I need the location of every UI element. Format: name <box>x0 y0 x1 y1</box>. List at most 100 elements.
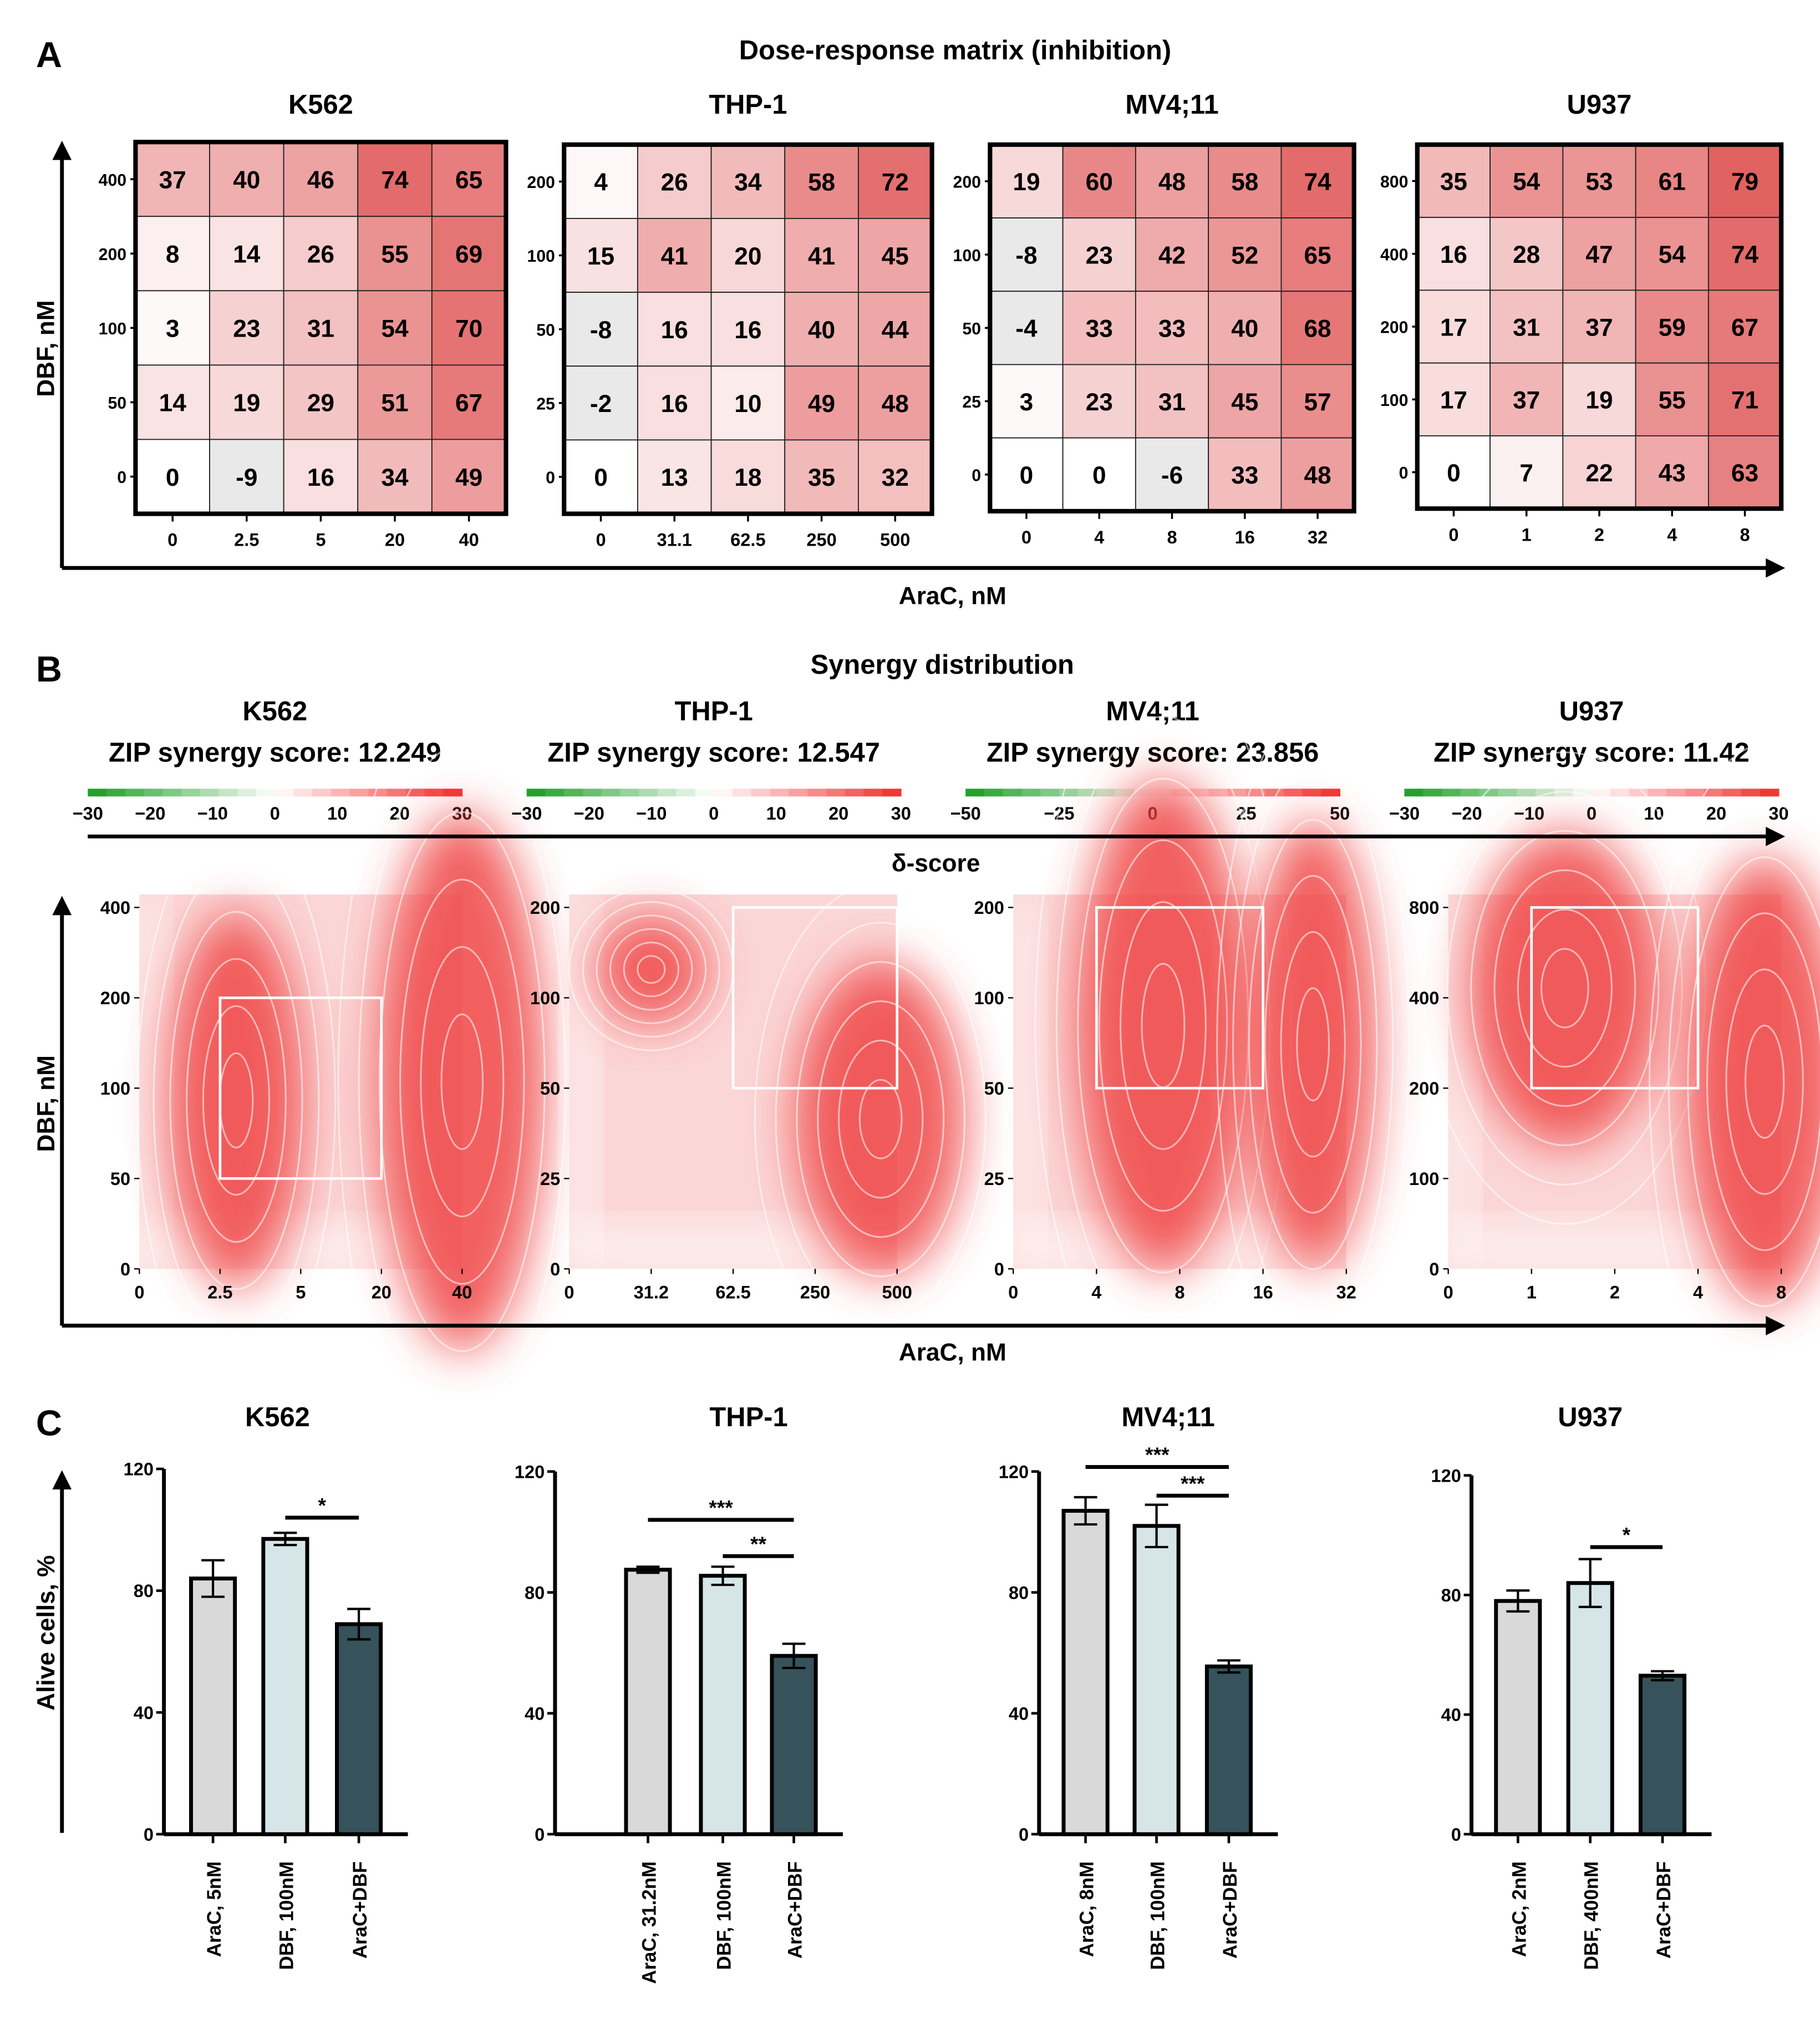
zip-score: ZIP synergy score: 12.547 <box>547 738 880 767</box>
x-tick-label: 8 <box>1740 525 1750 545</box>
heatmap-cell <box>1635 289 1709 364</box>
x-tick-label: 4 <box>1667 525 1677 545</box>
heatmap-cell <box>1280 437 1355 512</box>
y-tick-label: 0 <box>972 466 981 485</box>
heatmap-cell <box>1489 362 1564 436</box>
y-tick-label: 25 <box>536 395 555 413</box>
colorbar-segment <box>984 789 1004 797</box>
cell-value: 19 <box>233 390 260 417</box>
synergy-peak <box>1470 831 1660 1146</box>
panel-a-title: Dose-response matrix (inhibition) <box>739 35 1171 65</box>
colorbar-segment <box>1302 789 1322 797</box>
bar <box>699 1574 747 1837</box>
cell-value: 41 <box>808 243 835 270</box>
category-label: DBF, 400nM <box>1581 1862 1603 1970</box>
contour-line <box>202 1005 271 1196</box>
cell-value: 22 <box>1585 460 1613 487</box>
bar-chart-title: MV4;11 <box>1121 1402 1214 1432</box>
category-label: AraC, 31.2nM <box>638 1862 660 1984</box>
heatmap-cell <box>563 365 638 441</box>
cell-value: 17 <box>1440 387 1467 414</box>
colorbar-segment <box>1517 789 1536 797</box>
cell-value: 71 <box>1731 387 1758 414</box>
cell-value: 40 <box>1231 316 1258 343</box>
heatmap-cell <box>710 292 786 367</box>
colorbar-tick-label: −30 <box>511 804 542 823</box>
y-tick-label: 400 <box>100 898 130 918</box>
heatmap-cell <box>710 439 786 515</box>
y-tick-label: 100 <box>1380 391 1408 410</box>
y-tick-label: 0 <box>546 469 555 487</box>
cell-value: -6 <box>1161 462 1183 489</box>
cell-value: 48 <box>1158 169 1186 196</box>
colorbar-segment <box>1246 789 1266 797</box>
colorbar-segment <box>770 789 790 797</box>
cell-value: 33 <box>1158 316 1186 343</box>
contour-line <box>1517 908 1613 1068</box>
x-tick-label: 0 <box>167 530 177 550</box>
contour-line <box>1745 1024 1785 1139</box>
cell-value: 48 <box>882 390 909 418</box>
colorbar-tick-label: 30 <box>1768 804 1788 823</box>
y-tick-label: 800 <box>1380 173 1408 191</box>
synergy-peak <box>596 915 707 1024</box>
colorbar-segment <box>237 789 257 797</box>
contour-line <box>1725 968 1804 1195</box>
cell-value: 19 <box>1585 387 1613 414</box>
cell-value: 31 <box>307 316 334 343</box>
colorbar-segment <box>620 789 640 797</box>
contour-line <box>1687 856 1820 1308</box>
y-tick-label: 25 <box>540 1169 560 1189</box>
cell-value: 65 <box>455 166 482 194</box>
contour-line <box>623 942 680 998</box>
x-tick-label: 2.5 <box>234 530 259 550</box>
contour-line <box>169 911 303 1290</box>
cell-value: 70 <box>455 316 482 343</box>
cell-value: 37 <box>1513 387 1540 414</box>
cell-value: 23 <box>1086 242 1113 269</box>
colorbar-segment <box>144 789 164 797</box>
panel-label-a: A <box>36 34 62 75</box>
contour-line <box>817 1000 945 1238</box>
x-tick-label: 500 <box>882 1283 912 1303</box>
heatmap-cell <box>1635 217 1709 291</box>
cell-value: 8 <box>166 241 180 268</box>
x-tick-label: 16 <box>1235 527 1255 547</box>
cell-value: 16 <box>661 317 688 344</box>
colorbar-segment <box>1423 789 1442 797</box>
heatmap-cell <box>357 290 433 366</box>
y-tick-label: 50 <box>984 1079 1004 1099</box>
y-tick-label: 0 <box>144 1824 154 1844</box>
bar-chart-title: THP-1 <box>709 1402 787 1432</box>
y-tick-label: 50 <box>536 321 555 339</box>
cell-value: 67 <box>1731 314 1758 341</box>
colorbar-tick-label: −10 <box>636 804 667 823</box>
cell-value: 53 <box>1585 169 1613 196</box>
y-tick-label: 400 <box>1380 246 1408 264</box>
x-axis-label-a: AraC, nM <box>899 582 1006 609</box>
y-tick-label: 0 <box>994 1259 1004 1279</box>
cell-value: 14 <box>233 241 261 268</box>
heatmap-cell <box>989 144 1064 218</box>
category-label: AraC+DBF <box>1219 1862 1241 1959</box>
contour-line <box>1446 791 1683 1186</box>
contour-line <box>754 882 1008 1356</box>
cell-value: 40 <box>808 317 835 344</box>
heatmap-cell <box>1416 144 1491 218</box>
x-tick-label: 31.2 <box>634 1283 669 1303</box>
x-tick-label: 31.1 <box>657 530 692 550</box>
cell-value: 14 <box>159 390 187 417</box>
contour-line <box>837 1039 924 1199</box>
surface-edge <box>569 894 593 1269</box>
cell-value: 60 <box>1086 169 1113 196</box>
colorbar-tick-label: 30 <box>891 804 911 823</box>
heatmap-cell <box>1135 291 1209 365</box>
cell-value: 63 <box>1731 460 1758 487</box>
colorbar-segment <box>1040 789 1060 797</box>
heatmap-cell <box>1135 144 1209 218</box>
colorbar-segment <box>1666 789 1686 797</box>
y-tick-label: 200 <box>1409 1079 1439 1099</box>
cell-value: 67 <box>455 390 482 417</box>
cell-value: 74 <box>1731 241 1759 268</box>
